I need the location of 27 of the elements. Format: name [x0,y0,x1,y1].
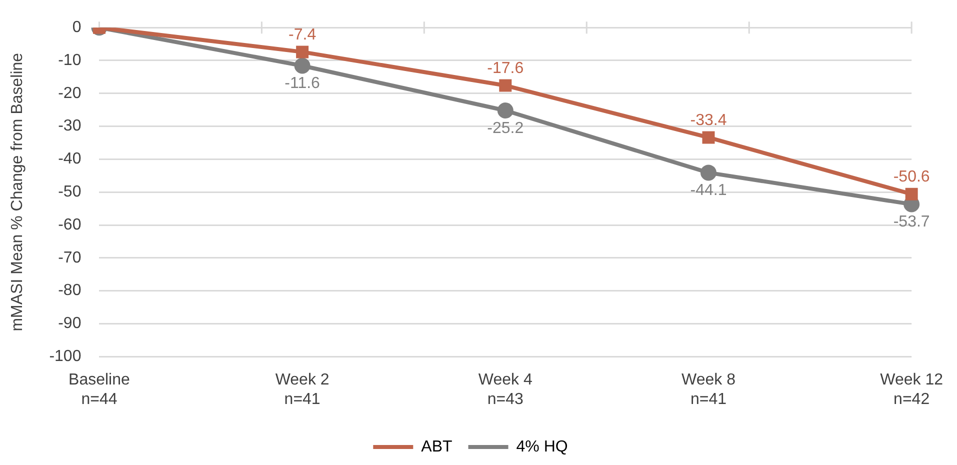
y-axis-title: mMASI Mean % Change from Baseline [9,52,26,332]
y-tick-label: -60 [58,216,82,234]
x-tick-label: Baseline n=44 [68,372,130,408]
y-tick-label: -30 [58,118,82,135]
y-tick-label: -80 [58,282,82,300]
y-tick-label: -50 [58,184,82,201]
data-label: -25.2 [487,120,524,137]
y-tick-label: -10 [58,52,82,69]
data-label: -50.6 [893,168,930,186]
data-label: -44.1 [690,182,727,200]
x-tick-label: Week 4 n=43 [478,372,532,408]
legend-label: ABT [421,438,452,456]
y-tick-label: -90 [58,315,82,332]
data-label: -33.4 [690,112,727,129]
data-label: -53.7 [893,214,930,231]
y-tick-label: -70 [58,249,82,266]
y-tick-label: -40 [58,150,82,168]
x-tick-label: Week 12 n=42 [880,372,944,408]
legend-label: 4% HQ [516,438,568,456]
data-label: -17.6 [487,60,524,77]
x-tick-label: Week 2 n=41 [275,372,330,408]
y-tick-label: -20 [58,84,82,102]
y-tick-label: 0 [72,19,82,36]
data-label: -7.4 [288,26,316,44]
x-tick-label: Week 8 n=41 [682,372,736,408]
y-tick-label: -100 [49,348,82,366]
data-label: -11.6 [284,75,320,92]
